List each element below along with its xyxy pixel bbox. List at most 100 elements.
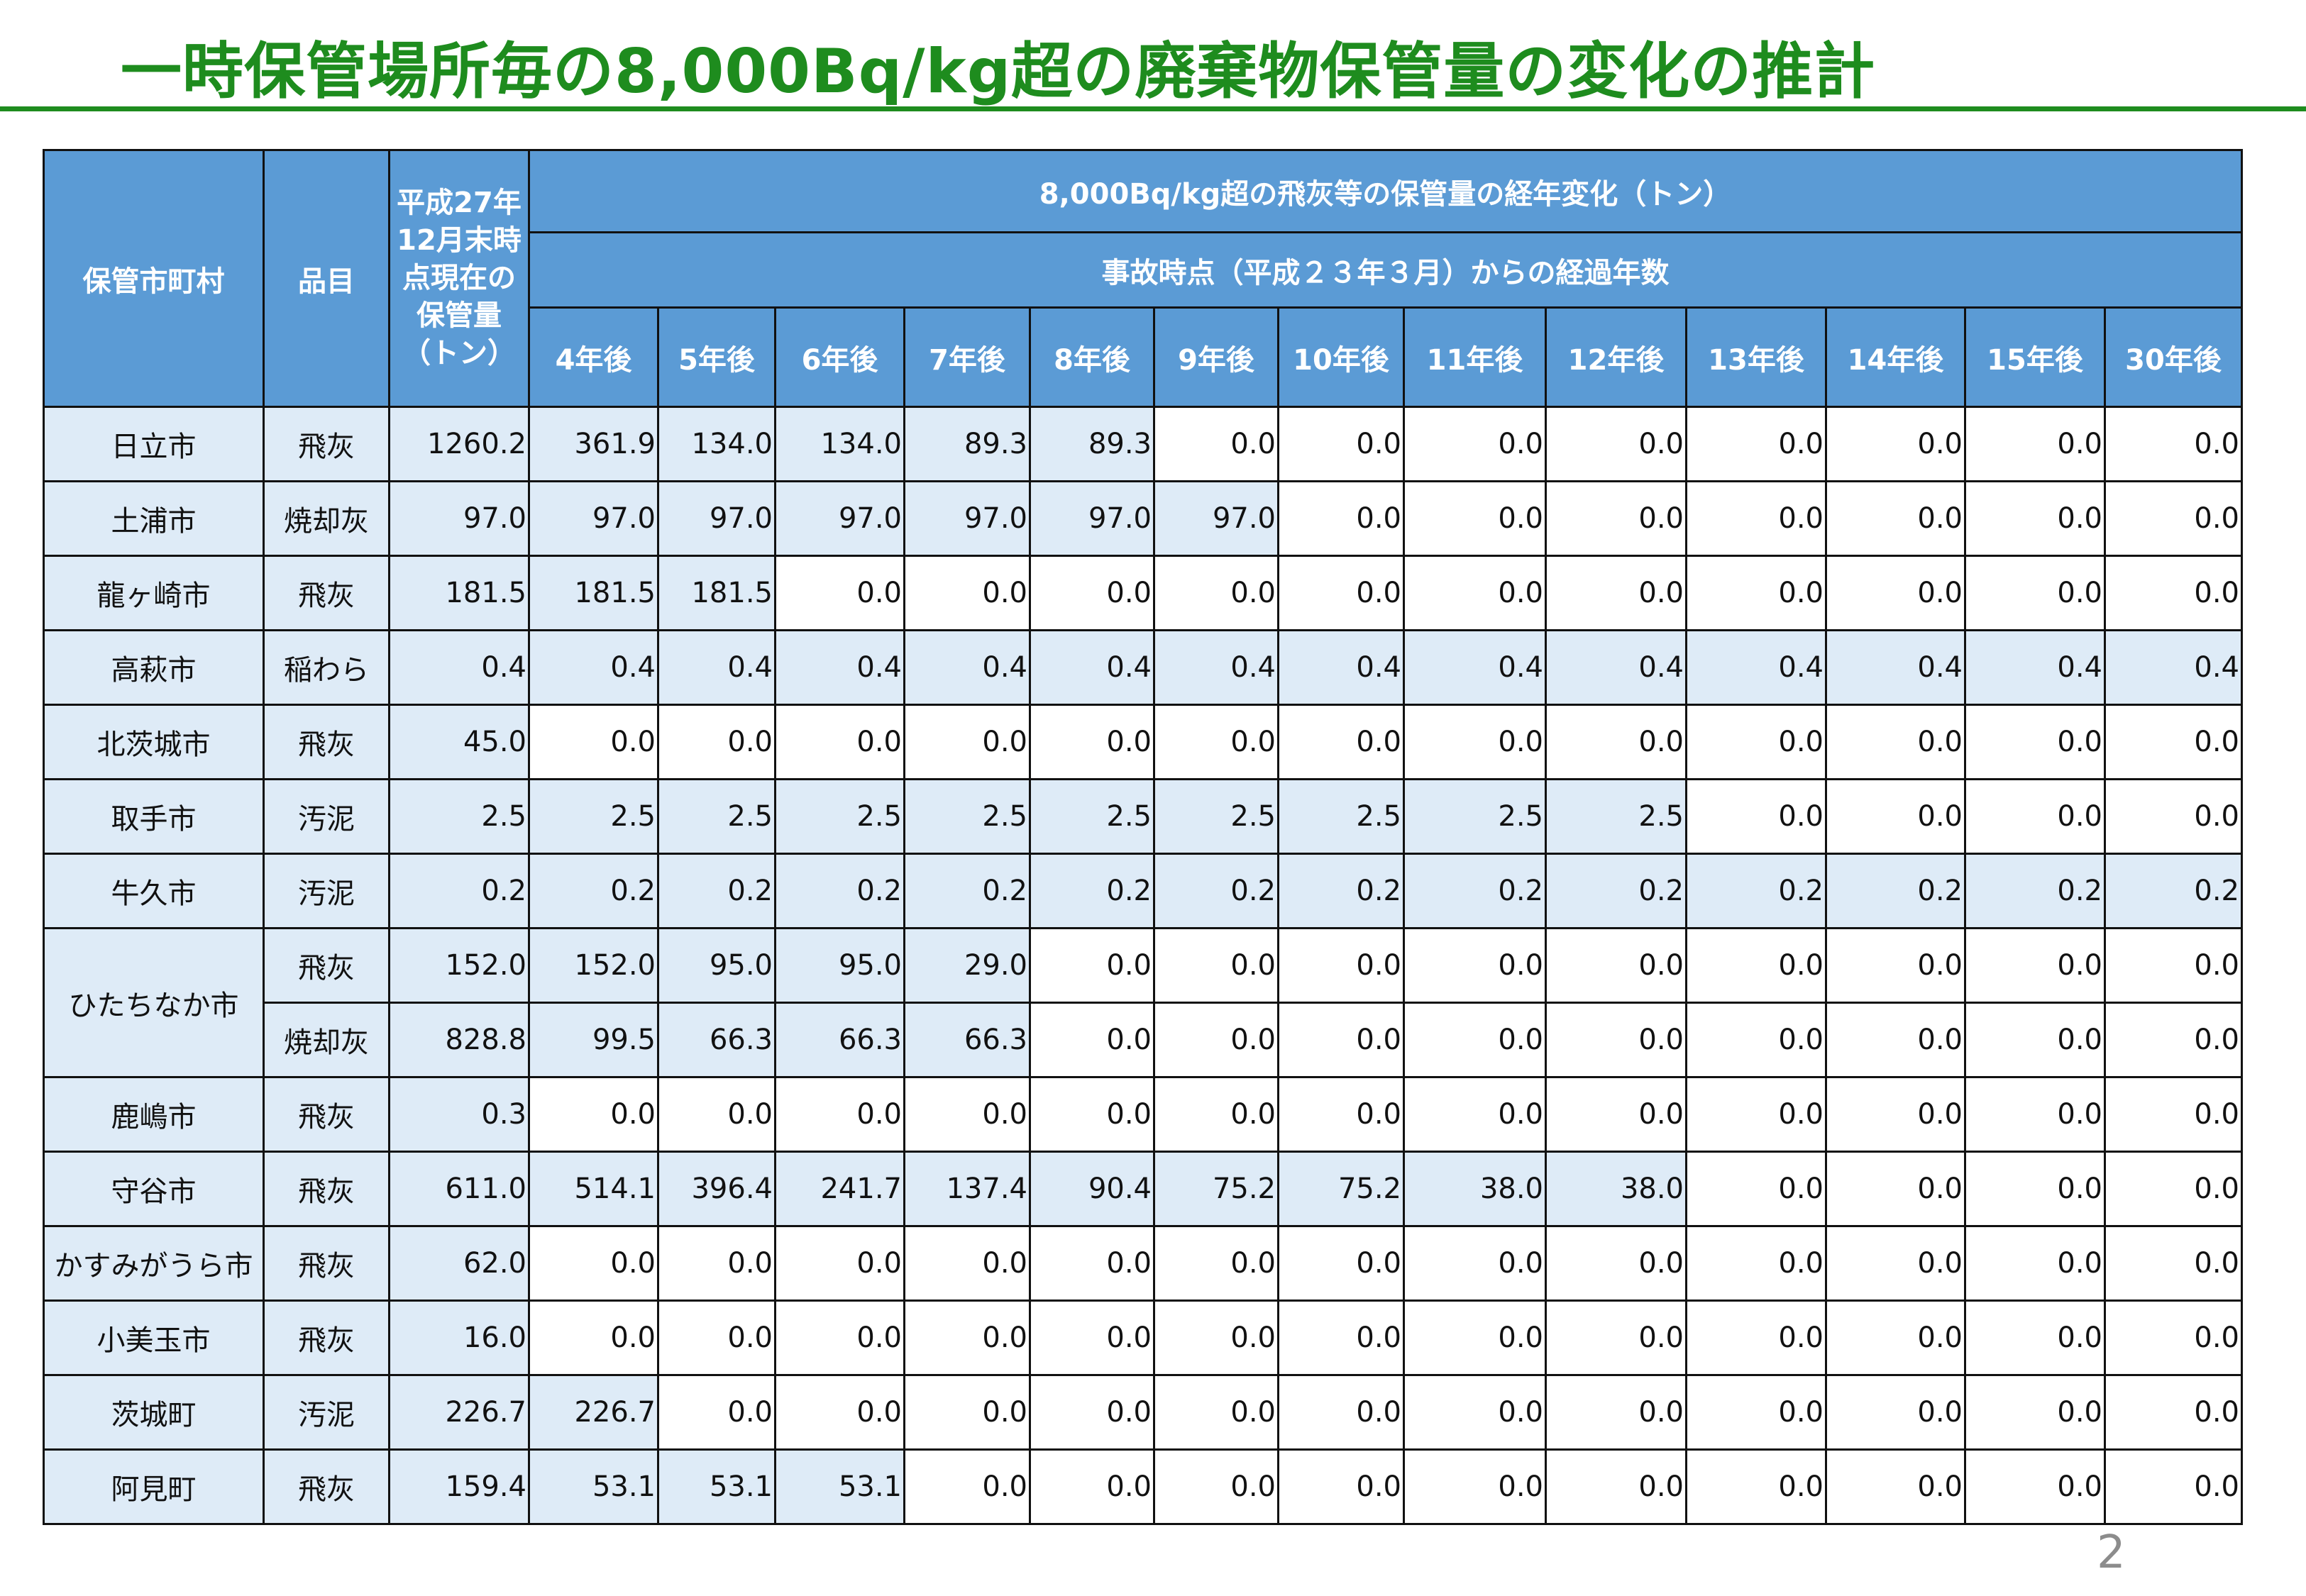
- value-cell: 0.0: [1964, 1374, 2106, 1451]
- value-cell: 29.0: [903, 927, 1031, 1004]
- value-cell: 137.4: [903, 1151, 1031, 1227]
- value-cell: 0.0: [774, 1225, 905, 1302]
- value-cell: 361.9: [528, 406, 659, 482]
- value-cell: 152.0: [528, 927, 659, 1004]
- value-cell: 0.0: [2104, 1002, 2243, 1078]
- item-cell: 汚泥: [263, 778, 390, 855]
- municipality-cell: 鹿嶋市: [43, 1076, 265, 1153]
- value-cell: 0.0: [2104, 1151, 2243, 1227]
- value-cell: 0.4: [1545, 629, 1687, 706]
- value-cell: 0.0: [1685, 927, 1827, 1004]
- value-cell: 181.5: [657, 555, 776, 631]
- municipality-cell: 土浦市: [43, 480, 265, 557]
- value-cell: 0.0: [774, 555, 905, 631]
- value-cell: 53.1: [774, 1448, 905, 1525]
- value-cell: 2.5: [528, 778, 659, 855]
- value-cell: 0.0: [1153, 1225, 1279, 1302]
- value-cell: 0.0: [1964, 1448, 2106, 1525]
- value-cell: 0.2: [528, 853, 659, 929]
- value-cell: 0.0: [657, 1076, 776, 1153]
- item-cell: 飛灰: [263, 1151, 390, 1227]
- item-cell: 汚泥: [263, 853, 390, 929]
- value-cell: 99.5: [528, 1002, 659, 1078]
- value-cell: 0.0: [1403, 406, 1547, 482]
- item-cell: 汚泥: [263, 1374, 390, 1451]
- value-cell: 0.0: [528, 704, 659, 780]
- value-cell: 0.0: [657, 1225, 776, 1302]
- municipality-cell: 取手市: [43, 778, 265, 855]
- header-year: 9年後: [1153, 306, 1279, 408]
- stock-cell: 0.2: [388, 853, 530, 929]
- value-cell: 0.0: [1685, 778, 1827, 855]
- value-cell: 0.0: [1403, 1448, 1547, 1525]
- value-cell: 0.0: [1277, 1299, 1405, 1376]
- value-cell: 0.4: [1029, 629, 1155, 706]
- storage-table-container: 保管市町村 品目 平成27年12月末時点現在の保管量（トン） 8,000Bq/k…: [43, 149, 2243, 1525]
- stock-cell: 152.0: [388, 927, 530, 1004]
- value-cell: 0.2: [903, 853, 1031, 929]
- value-cell: 0.0: [1403, 1076, 1547, 1153]
- value-cell: 0.0: [2104, 555, 2243, 631]
- stock-cell: 159.4: [388, 1448, 530, 1525]
- value-cell: 0.0: [1545, 1299, 1687, 1376]
- value-cell: 89.3: [903, 406, 1031, 482]
- value-cell: 0.0: [903, 1448, 1031, 1525]
- value-cell: 53.1: [657, 1448, 776, 1525]
- value-cell: 0.0: [774, 1374, 905, 1451]
- municipality-cell: ひたちなか市: [43, 927, 265, 1078]
- value-cell: 0.0: [1964, 1076, 2106, 1153]
- header-year: 14年後: [1825, 306, 1966, 408]
- item-cell: 飛灰: [263, 704, 390, 780]
- value-cell: 0.0: [1964, 1299, 2106, 1376]
- value-cell: 2.5: [1403, 778, 1547, 855]
- header-stock: 平成27年12月末時点現在の保管量（トン）: [388, 149, 530, 408]
- value-cell: 0.0: [2104, 1076, 2243, 1153]
- value-cell: 0.0: [903, 704, 1031, 780]
- value-cell: 0.4: [903, 629, 1031, 706]
- table-row: 日立市 飛灰 1260.2 361.9 134.0 134.0 89.3 89.3 0.0 0.0…: [43, 406, 2243, 482]
- value-cell: 0.2: [1825, 853, 1966, 929]
- value-cell: 0.0: [528, 1076, 659, 1153]
- value-cell: 0.0: [1153, 1002, 1279, 1078]
- value-cell: 0.0: [1685, 1299, 1827, 1376]
- stock-cell: 828.8: [388, 1002, 530, 1078]
- value-cell: 514.1: [528, 1151, 659, 1227]
- stock-cell: 97.0: [388, 480, 530, 557]
- table-row: 高萩市 稲わら 0.4 0.4 0.4 0.4 0.4 0.4 0.4 0.4 0.4 0.4 0.4 0…: [43, 629, 2243, 706]
- storage-table: 保管市町村 品目 平成27年12月末時点現在の保管量（トン） 8,000Bq/k…: [43, 149, 2243, 1525]
- header-year: 12年後: [1545, 306, 1687, 408]
- value-cell: 0.4: [657, 629, 776, 706]
- header-year: 7年後: [903, 306, 1031, 408]
- municipality-cell: 阿見町: [43, 1448, 265, 1525]
- stock-cell: 62.0: [388, 1225, 530, 1302]
- value-cell: 0.0: [2104, 1299, 2243, 1376]
- value-cell: 53.1: [528, 1448, 659, 1525]
- table-row: ひたちなか市 飛灰 152.0 152.0 95.0 95.0 29.0 0.0 0.0 0.0 0…: [43, 927, 2243, 1078]
- stock-cell: 1260.2: [388, 406, 530, 482]
- value-cell: 0.4: [2104, 629, 2243, 706]
- value-cell: 0.0: [1825, 1374, 1966, 1451]
- value-cell: 0.0: [657, 1299, 776, 1376]
- value-cell: 0.0: [1153, 1299, 1279, 1376]
- value-cell: 0.2: [657, 853, 776, 929]
- value-cell: 0.0: [774, 704, 905, 780]
- value-cell: 396.4: [657, 1151, 776, 1227]
- item-cell: 飛灰: [263, 406, 390, 482]
- value-cell: 0.0: [2104, 704, 2243, 780]
- value-cell: 0.0: [1545, 1374, 1687, 1451]
- item-cell: 飛灰: [263, 1448, 390, 1525]
- value-cell: 0.0: [1685, 480, 1827, 557]
- value-cell: 0.0: [1029, 1076, 1155, 1153]
- value-cell: 2.5: [1029, 778, 1155, 855]
- municipality-cell: 茨城町: [43, 1374, 265, 1451]
- value-cell: 0.4: [1685, 629, 1827, 706]
- table-row: 阿見町 飛灰 159.4 53.1 53.1 53.1 0.0 0.0 0.0 0.0 0.0 0.0…: [43, 1448, 2243, 1525]
- value-cell: 0.0: [1685, 1002, 1827, 1078]
- value-cell: 0.0: [1277, 1076, 1405, 1153]
- value-cell: 134.0: [657, 406, 776, 482]
- value-cell: 0.0: [1685, 406, 1827, 482]
- value-cell: 2.5: [1153, 778, 1279, 855]
- value-cell: 0.2: [1545, 853, 1687, 929]
- table-row: かすみがうら市 飛灰 62.0 0.0 0.0 0.0 0.0 0.0 0.0 0.0 0.0 0.0…: [43, 1225, 2243, 1302]
- value-cell: 2.5: [657, 778, 776, 855]
